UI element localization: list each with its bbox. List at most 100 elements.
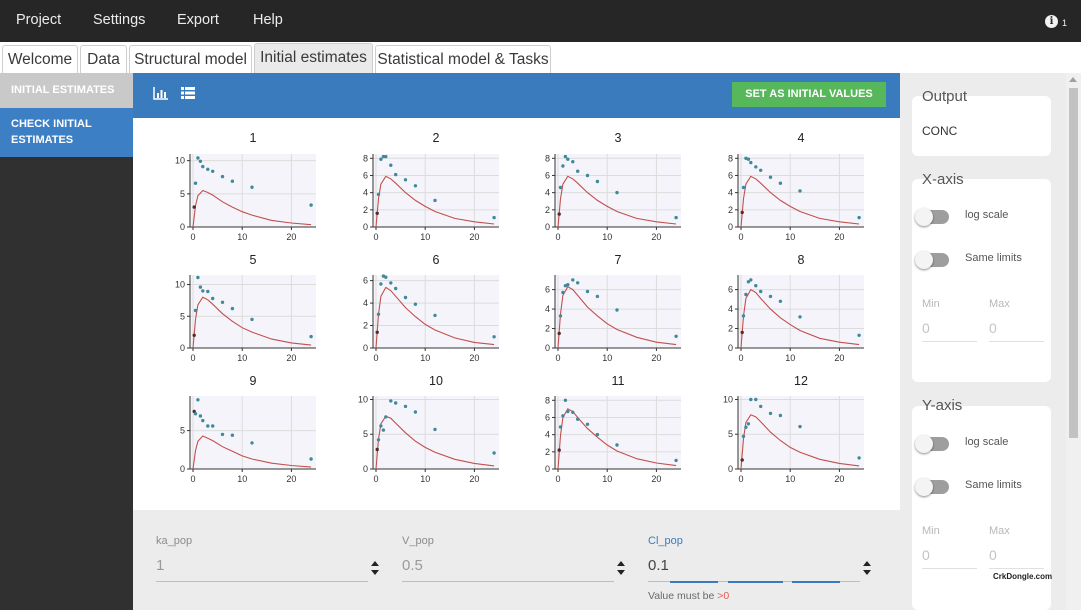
data-point xyxy=(384,415,388,419)
x-tick-label: 20 xyxy=(834,353,844,363)
data-point xyxy=(198,159,203,163)
x-min-input[interactable]: 0 xyxy=(922,320,977,342)
output-title: Output xyxy=(922,88,968,105)
data-point xyxy=(585,289,590,294)
y-min-input[interactable]: 0 xyxy=(922,547,977,569)
menu-export[interactable]: Export xyxy=(177,12,219,28)
x-tick-label: 0 xyxy=(373,353,378,363)
y-tick-label: 6 xyxy=(363,276,368,286)
y-axis-title: Y-axis xyxy=(922,397,963,414)
ka-pop-spinner[interactable] xyxy=(371,558,379,578)
output-select[interactable]: CONC xyxy=(922,124,958,138)
x-log-scale-toggle[interactable] xyxy=(915,208,949,226)
data-point xyxy=(384,154,388,159)
y-tick-label: 2 xyxy=(545,205,550,215)
x-tick-label: 20 xyxy=(834,232,844,242)
data-point xyxy=(759,404,763,409)
data-point xyxy=(220,300,225,304)
y-tick-label: 0 xyxy=(363,464,368,474)
y-tick-label: 8 xyxy=(728,153,733,163)
y-tick-label: 8 xyxy=(545,395,550,405)
cl-pop-spinner[interactable] xyxy=(863,558,871,578)
x-same-limits-toggle[interactable] xyxy=(915,251,949,269)
plot-title: 6 xyxy=(433,253,440,267)
data-point xyxy=(211,169,215,173)
scroll-up-arrow[interactable] xyxy=(1069,77,1077,82)
data-point xyxy=(376,312,381,316)
menu-project[interactable]: Project xyxy=(16,12,62,28)
x-tick-label: 20 xyxy=(651,474,661,484)
sidebar-item-check-initial-estimates[interactable]: CHECK INITIAL ESTIMATES xyxy=(0,108,133,157)
y-max-input[interactable]: 0 xyxy=(989,547,1044,569)
data-point xyxy=(557,448,561,452)
plot-title: 12 xyxy=(794,374,808,388)
scroll-thumb[interactable] xyxy=(1069,88,1078,438)
x-tick-label: 10 xyxy=(420,232,430,242)
v-pop-spinner[interactable] xyxy=(617,558,625,578)
x-tick-label: 10 xyxy=(785,353,795,363)
cl-pop-input[interactable]: 0.1 xyxy=(648,557,669,574)
ka-pop-input[interactable]: 1 xyxy=(156,557,165,574)
x-tick-label: 20 xyxy=(469,474,479,484)
y-log-scale-toggle[interactable] xyxy=(915,435,949,453)
plot-toolbar: SET AS INITIAL VALUES xyxy=(133,73,900,118)
plot-area: 0 10 20 0 5 10 1 0 10 20 0 2 4 6 8 2 0 10 20 0 2 4 6 8 3 0 10 20 0 2 4… xyxy=(133,118,900,510)
tab-statistical-model-tasks[interactable]: Statistical model & Tasks xyxy=(375,45,551,73)
vertical-scrollbar[interactable] xyxy=(1066,73,1081,610)
data-point xyxy=(376,192,381,197)
y-tick-label: 6 xyxy=(728,170,733,180)
data-point xyxy=(744,425,748,429)
data-point xyxy=(576,417,580,421)
data-point xyxy=(193,308,198,313)
data-point xyxy=(798,315,802,319)
prediction-curve xyxy=(192,189,312,228)
menu-help[interactable]: Help xyxy=(253,12,283,28)
validation-hint: Value must be >0 xyxy=(648,590,729,602)
data-point xyxy=(585,422,590,426)
plot-panel: 0 10 20 0 2 4 6 8 2 xyxy=(363,131,499,242)
plot-title: 5 xyxy=(250,253,257,267)
sidebar-item-initial-estimates[interactable]: INITIAL ESTIMATES xyxy=(0,73,133,108)
x-tick-label: 20 xyxy=(834,474,844,484)
data-point xyxy=(741,314,746,318)
input-focus-bar xyxy=(728,581,783,583)
tab-structural-model[interactable]: Structural model xyxy=(129,45,252,73)
data-point xyxy=(403,295,408,300)
y-same-limits-label: Same limits xyxy=(965,479,1022,491)
data-point xyxy=(403,178,408,182)
y-tick-label: 0 xyxy=(728,343,733,353)
data-point xyxy=(394,172,398,177)
data-point xyxy=(563,154,568,159)
param-label: Cl_pop xyxy=(648,535,683,547)
data-point xyxy=(413,302,418,306)
menu-settings[interactable]: Settings xyxy=(93,12,146,28)
y-tick-label: 0 xyxy=(728,222,733,232)
prediction-curve xyxy=(375,286,495,349)
x-tick-label: 10 xyxy=(602,474,612,484)
y-same-limits-toggle[interactable] xyxy=(915,478,949,496)
tab-welcome[interactable]: Welcome xyxy=(2,45,78,73)
data-point xyxy=(576,281,580,285)
input-focus-bar xyxy=(670,581,718,583)
plot-background xyxy=(373,275,499,348)
data-point xyxy=(768,411,773,416)
y-tick-label: 2 xyxy=(728,324,733,334)
tab-data[interactable]: Data xyxy=(80,45,127,73)
tab-initial-estimates[interactable]: Initial estimates xyxy=(254,43,373,73)
data-point xyxy=(754,397,758,402)
data-point xyxy=(798,424,802,429)
v-pop-input[interactable]: 0.5 xyxy=(402,557,423,574)
data-point xyxy=(857,215,861,220)
bar-chart-icon[interactable] xyxy=(153,87,169,100)
x-max-input[interactable]: 0 xyxy=(989,320,1044,342)
data-point xyxy=(576,169,580,173)
data-point xyxy=(768,175,773,179)
plot-background xyxy=(555,154,681,227)
set-as-initial-values-button[interactable]: SET AS INITIAL VALUES xyxy=(732,82,886,107)
data-point xyxy=(561,414,565,418)
y-tick-label: 4 xyxy=(363,188,368,198)
grid-icon[interactable] xyxy=(181,87,195,99)
plot-title: 3 xyxy=(615,131,622,145)
info-button[interactable]: i 1 xyxy=(1044,12,1067,30)
data-point xyxy=(595,294,600,299)
